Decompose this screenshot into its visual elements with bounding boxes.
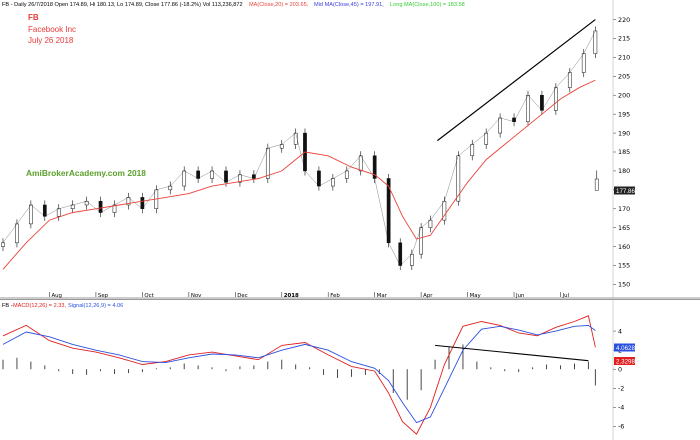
candle-body — [293, 132, 298, 145]
macd-axis-label: -4 — [618, 404, 624, 412]
price-axis-label: 210 — [618, 54, 630, 62]
macd-axis-label: 0 — [618, 365, 622, 373]
signal-value-label: 4.0628 — [616, 345, 635, 352]
candle-body — [526, 94, 530, 122]
title-symbol: FB — [28, 13, 39, 22]
candle-body — [331, 178, 335, 187]
price-panel — [1, 19, 599, 271]
price-axis-label: 195 — [618, 110, 630, 118]
x-axis-label: Oct — [144, 293, 153, 299]
last-price-box — [614, 186, 635, 195]
price-axis-label: 165 — [618, 224, 630, 232]
price-axis-label: 185 — [618, 148, 630, 156]
x-axis-label: Jun — [515, 293, 524, 299]
macd-axis-label: -2 — [618, 385, 624, 393]
candle-body — [470, 144, 475, 157]
candle-body — [15, 223, 19, 244]
x-axis: Aug Sep Oct Nov Dec 2018 Feb Mar Apr May Jun Jul — [49, 292, 569, 299]
price-axis-label: 170 — [618, 205, 630, 213]
title-name: Facebook Inc — [28, 25, 76, 34]
x-axis-label: May — [470, 293, 482, 299]
macd-line — [2, 315, 596, 435]
macd-header-macd: MACD(12,26) = 2.33, — [13, 303, 66, 309]
macd-header-signal: Signal(12,26,9) = 4.06 — [68, 303, 123, 309]
price-axis-label: 180 — [618, 167, 630, 175]
candle-body — [317, 170, 321, 187]
title-date: July 26 2018 — [28, 36, 74, 45]
header-ma100: Long MA(Close,100) = 183.58 — [390, 2, 465, 8]
candle-body — [554, 87, 558, 111]
candle-body — [581, 53, 586, 73]
candle-body — [567, 72, 572, 88]
candle-body — [398, 242, 403, 266]
x-axis-label: Dec — [237, 293, 247, 299]
price-axis-label: 155 — [618, 262, 630, 270]
candle-body — [409, 253, 414, 266]
candle-body — [593, 30, 598, 54]
signal-line — [2, 324, 596, 424]
candle-body — [419, 227, 423, 255]
candle-body — [1, 242, 5, 247]
macd-header-ticker: FB - — [2, 303, 13, 309]
x-axis-label: Mar — [377, 293, 388, 299]
macd-axis-label: 4 — [618, 327, 622, 335]
macd-value-box — [614, 357, 635, 365]
x-axis-label: Apr — [423, 293, 433, 299]
candle-body — [265, 147, 270, 179]
price-close-line — [2, 30, 596, 266]
price-axis-label: 150 — [618, 281, 630, 289]
price-axis-label: 200 — [618, 91, 630, 99]
price-axis-label: 190 — [618, 129, 630, 137]
candle-body — [484, 132, 489, 145]
header-line: FB - Daily 26/7/2018 Open 174.89, Hi 180… — [2, 2, 243, 8]
price-trendline — [437, 19, 596, 142]
candle-body — [196, 170, 200, 179]
price-axis-label: 215 — [618, 35, 630, 43]
candle-body — [224, 170, 228, 183]
price-axis: 1501551601651701751801851901952002052102… — [613, 16, 630, 289]
last-candle-body — [594, 178, 599, 191]
candle-body — [182, 170, 187, 187]
x-axis-label: Jul — [562, 293, 570, 299]
x-axis-label: Feb — [330, 293, 340, 299]
header-ma45: Mid MA(Close,45) = 197.91, — [314, 2, 384, 8]
last-price-label: 177.86 — [616, 188, 635, 195]
ma20-line — [2, 79, 596, 270]
x-axis-label: Aug — [51, 293, 62, 299]
macd-axis: -6-4-2024 — [613, 327, 624, 431]
candle-body — [56, 208, 61, 217]
candle-body — [279, 144, 284, 149]
x-axis-label: Nov — [191, 293, 202, 299]
macd-trendline — [435, 344, 589, 362]
macd-value-label: 2.3298 — [616, 358, 635, 365]
header-ma20: MA(Close,20) = 203.65, — [249, 2, 309, 8]
candle-body — [42, 204, 47, 217]
x-axis-label: 2018 — [284, 293, 299, 299]
macd-axis-label: -6 — [618, 423, 624, 431]
candle-body — [29, 204, 33, 225]
macd-panel — [2, 315, 596, 435]
candle-body — [344, 170, 349, 179]
price-axis-label: 160 — [618, 243, 630, 251]
price-axis-label: 205 — [618, 73, 630, 81]
candle-body — [498, 117, 502, 134]
price-axis-label: 220 — [618, 16, 630, 24]
candle-body — [98, 200, 103, 213]
x-axis-label: Sep — [98, 293, 109, 299]
watermark: AmiBrokerAcademy.com 2018 — [26, 168, 146, 178]
signal-value-box — [614, 343, 635, 352]
